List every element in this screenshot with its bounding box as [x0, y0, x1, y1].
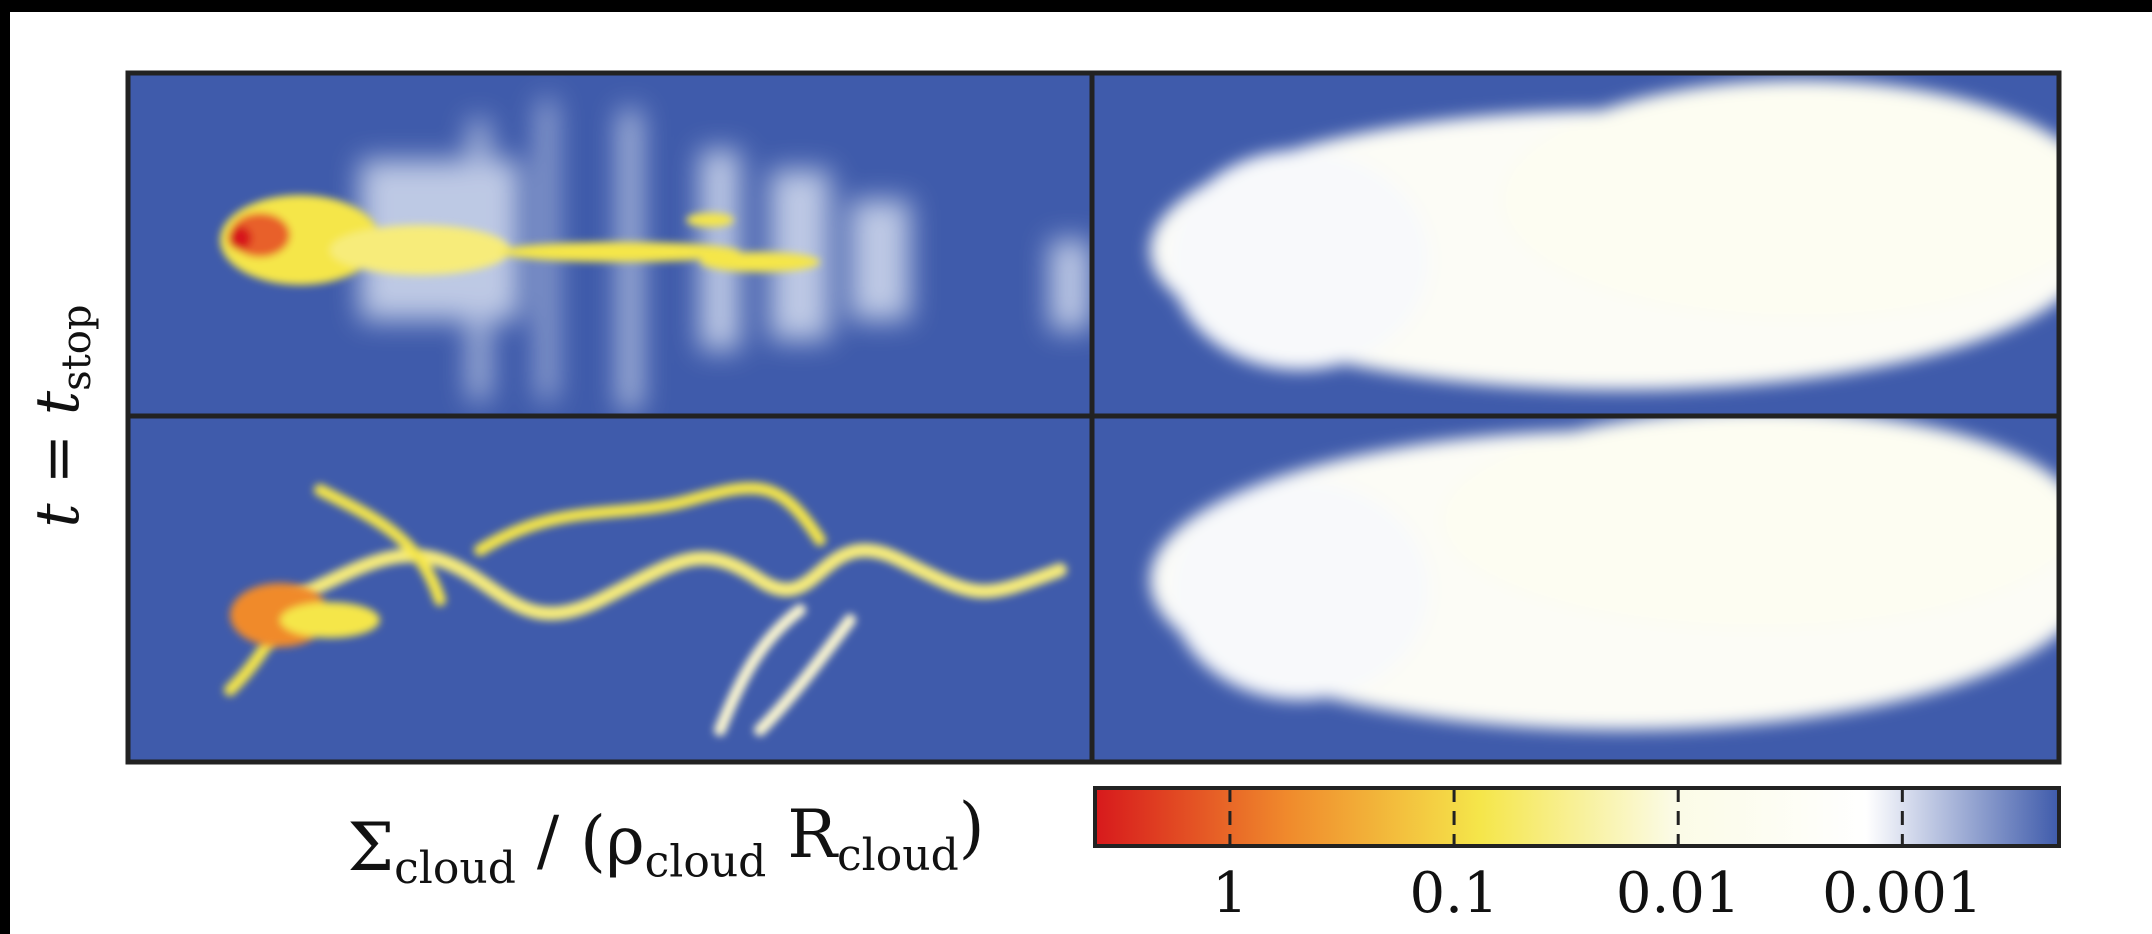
colorbar-tick-label: 1: [1212, 861, 1248, 926]
panel-bottom-right: [1150, 416, 2059, 730]
label-text: t = t: [23, 390, 93, 528]
label-subscript: cloud: [645, 837, 767, 888]
label-text: / (ρ: [516, 802, 645, 879]
label-text: ): [959, 789, 985, 866]
panels: [125, 70, 2062, 765]
colorbar-tick-label: 0.001: [1822, 861, 1982, 926]
label-text: Σ: [347, 809, 394, 886]
label-subscript: cloud: [394, 843, 516, 894]
colorbar: 1 0.1 0.01 0.001: [1093, 786, 2061, 926]
colorbar-fill: [1093, 786, 2061, 848]
colorbar-tick-label: 0.1: [1410, 861, 1499, 926]
panel-top-left: [220, 100, 1090, 410]
label-subscript: cloud: [837, 830, 959, 881]
colorbar-tick-label: 0.01: [1616, 861, 1741, 926]
label-text: R: [766, 796, 839, 873]
label-subscript: stop: [54, 305, 100, 391]
panel-top-right: [1150, 80, 2059, 390]
y-axis-label: t = tstop: [23, 305, 100, 528]
panel-bottom-left: [224, 482, 1067, 736]
top-border: [0, 0, 2152, 12]
left-border: [0, 0, 10, 934]
colorbar-label: Σcloud / (ρcloud Rcloud): [347, 789, 984, 894]
